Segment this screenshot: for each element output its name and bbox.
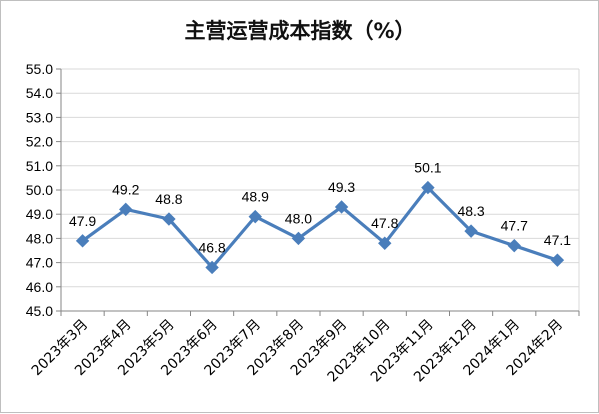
data-point-marker: [507, 238, 521, 253]
y-tick-label: 54.0: [26, 85, 53, 101]
y-tick-label: 47.0: [26, 255, 53, 271]
data-point-marker: [205, 260, 219, 275]
data-label: 47.7: [501, 218, 528, 234]
data-label: 48.8: [155, 191, 182, 207]
y-tick-label: 50.0: [26, 182, 53, 198]
data-point-marker: [378, 236, 392, 250]
data-label: 49.2: [112, 181, 139, 197]
data-label: 47.1: [544, 232, 571, 248]
data-label: 48.3: [457, 203, 484, 219]
y-tick-label: 48.0: [26, 230, 53, 246]
data-point-marker: [291, 231, 306, 246]
data-points: [75, 180, 565, 275]
data-point-marker: [75, 234, 90, 248]
data-point-marker: [248, 209, 262, 224]
y-tick-labels: 45.0 46.0 47.0 48.0 49.0 50.0 51.0 52.0 53.0 54.0…: [26, 61, 53, 319]
data-label: 50.1: [414, 160, 441, 176]
data-label: 46.8: [198, 239, 225, 255]
data-labels: 47.9 49.2 48.8 46.8 48.9 48.0 49.3 47.8 50.1 48.3…: [69, 160, 571, 256]
y-tick-label: 46.0: [26, 279, 53, 295]
data-point-marker: [119, 202, 133, 217]
axes: [56, 68, 580, 316]
data-label: 48.0: [285, 210, 312, 226]
chart-title: 主营运营成本指数（%）: [184, 19, 415, 43]
data-label: 48.9: [242, 189, 269, 205]
data-point-marker: [464, 224, 478, 238]
data-label: 49.3: [328, 179, 355, 195]
grid-lines: [61, 68, 580, 311]
y-tick-label: 55.0: [26, 61, 53, 77]
y-tick-label: 45.0: [26, 303, 53, 319]
data-label: 47.9: [69, 213, 96, 229]
series-line: [81, 186, 558, 269]
data-point-marker: [334, 200, 349, 214]
data-point-marker: [550, 253, 565, 267]
y-tick-label: 51.0: [26, 158, 53, 174]
x-tick-labels: 2023年3月2023年4月2023年5月2023年6月2023年7月2023年…: [29, 317, 566, 386]
data-label: 47.8: [371, 215, 398, 231]
y-tick-label: 53.0: [26, 109, 53, 125]
data-point-marker: [421, 180, 435, 195]
series-line-path: [81, 186, 558, 269]
y-tick-label: 52.0: [26, 134, 53, 150]
data-point-marker: [162, 212, 176, 226]
y-tick-label: 49.0: [26, 206, 53, 222]
